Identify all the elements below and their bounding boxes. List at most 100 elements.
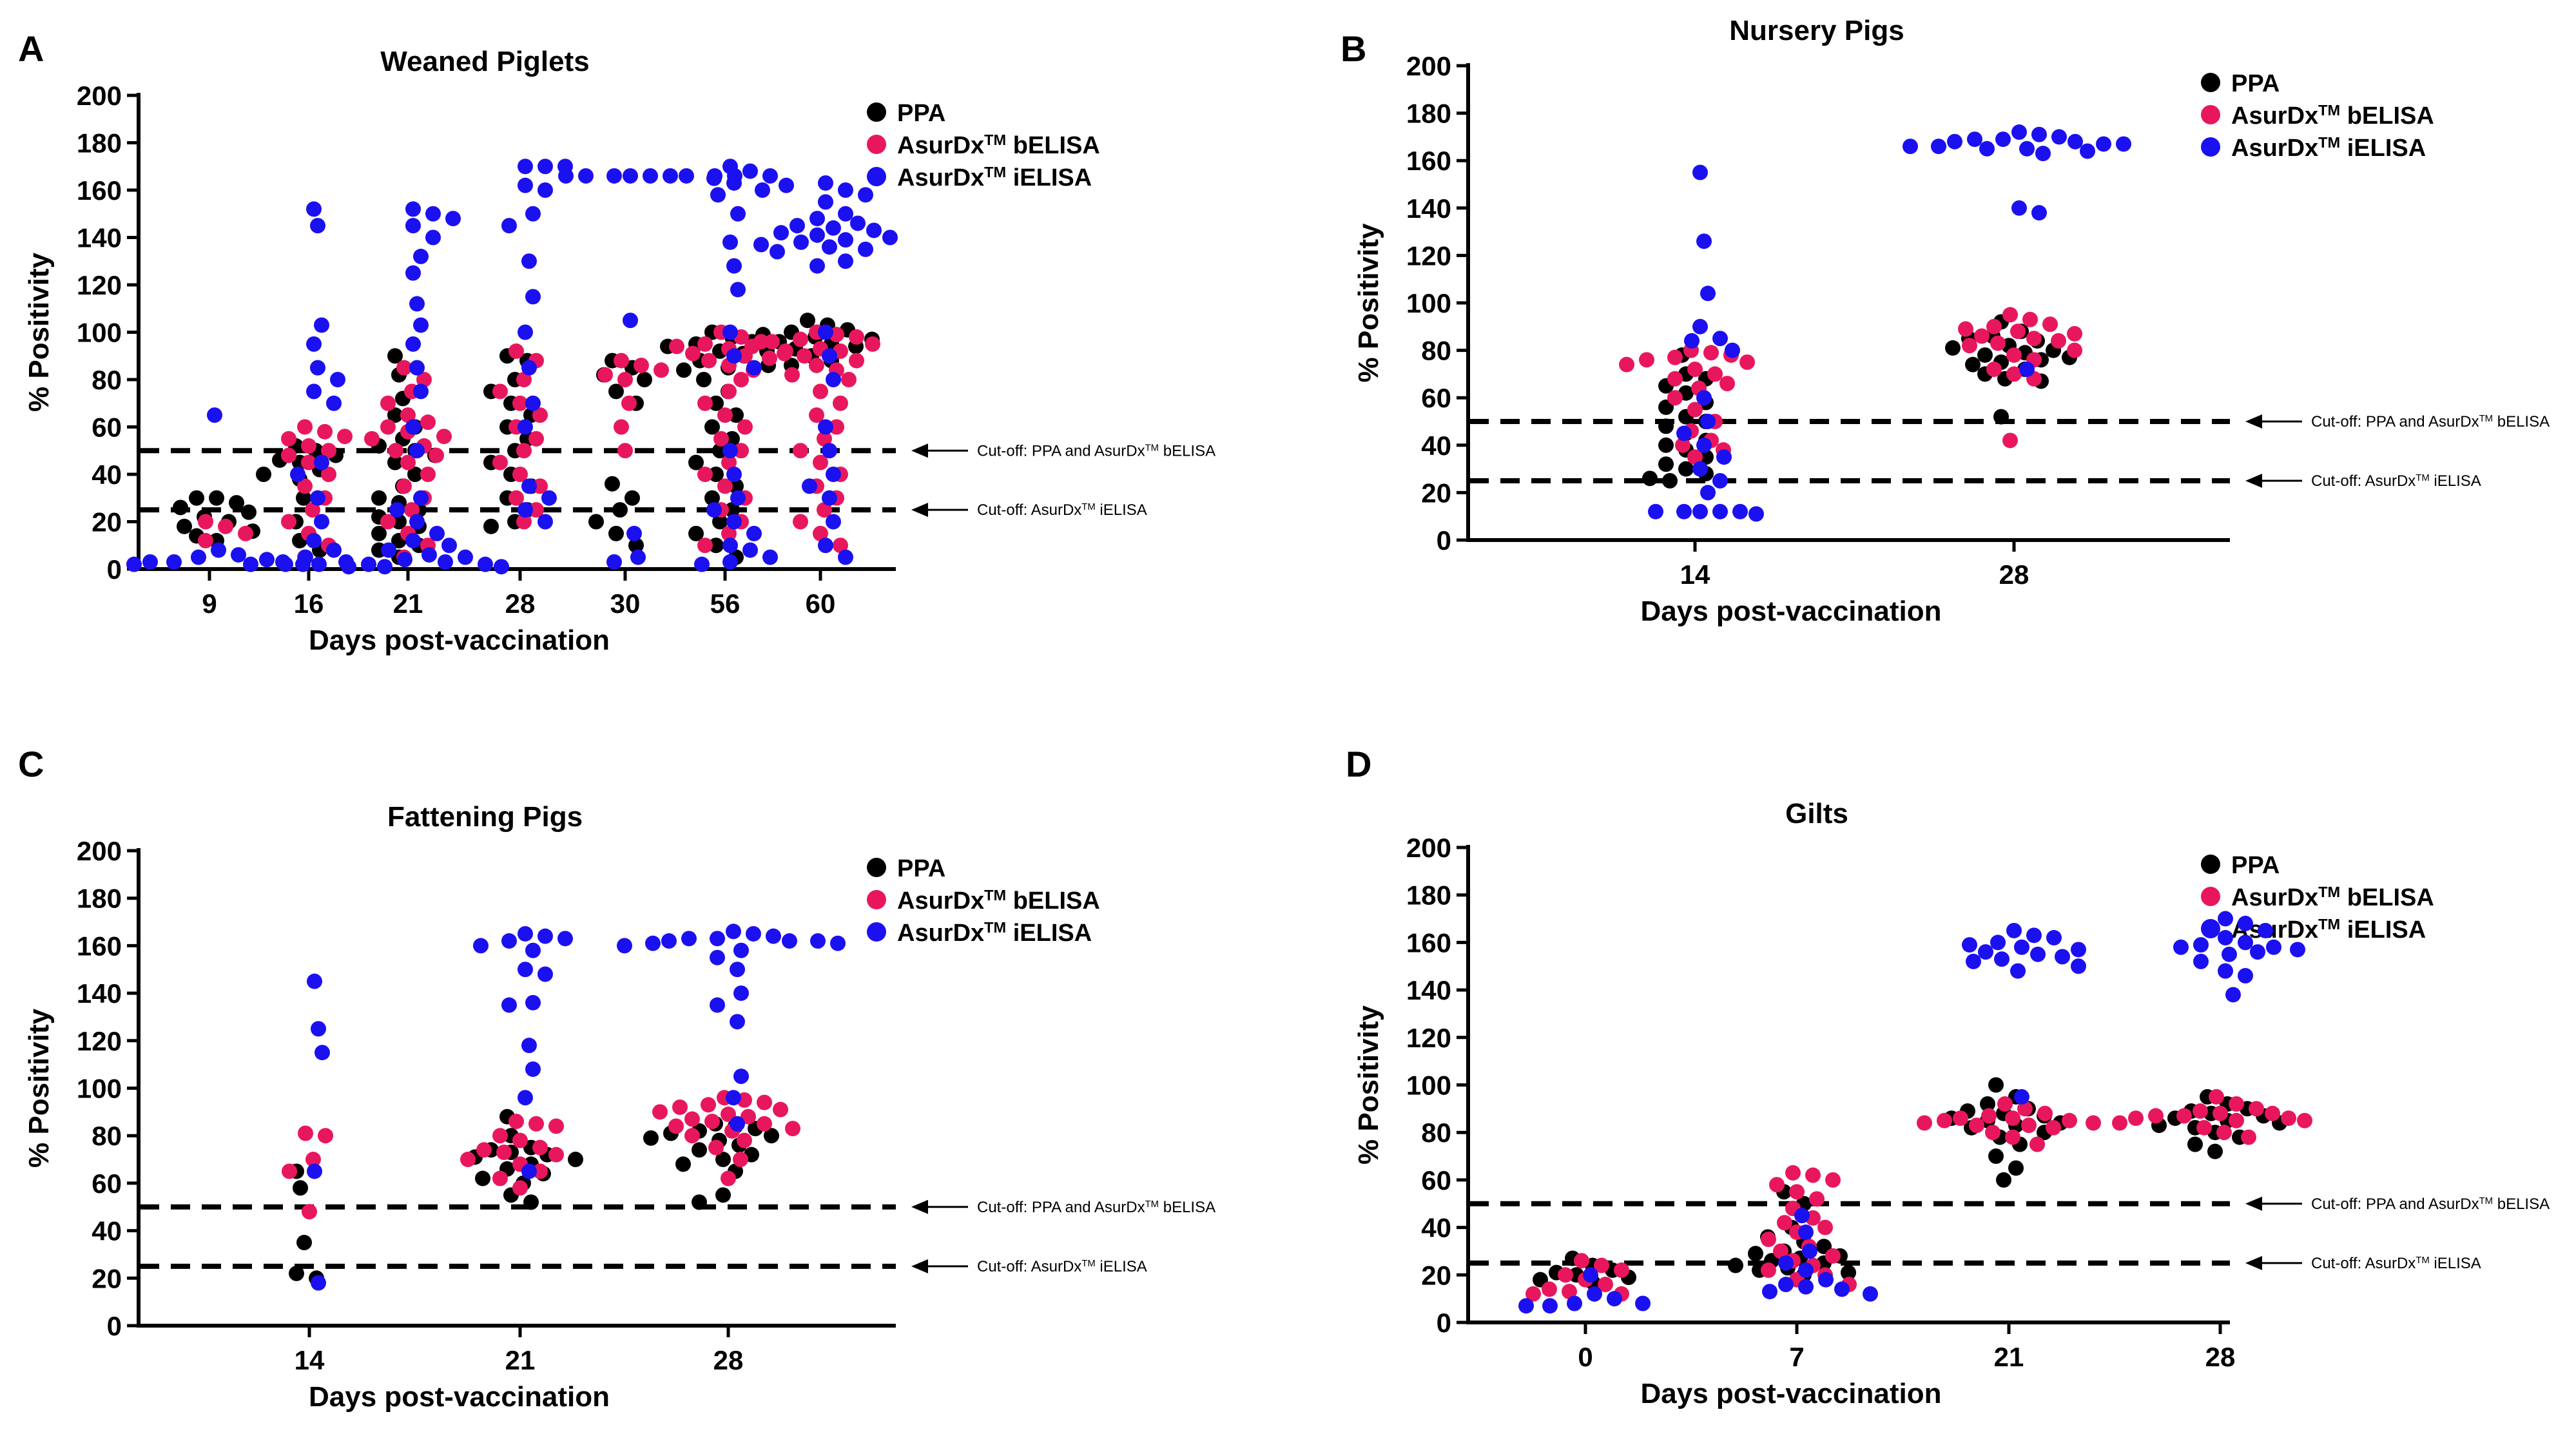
point-ielisa-28 [1903, 139, 1918, 155]
chart-title: Weaned Piglets [380, 46, 589, 77]
y-tick-label: 100 [1406, 288, 1451, 318]
point-ppa-30 [608, 383, 624, 400]
point-ielisa-21 [445, 211, 461, 227]
point-belisa-28 [2176, 1108, 2192, 1124]
point-ielisa-21 [518, 925, 533, 942]
point-belisa-21 [1917, 1115, 1932, 1131]
point-ielisa-16 [310, 360, 325, 376]
point-ielisa-28 [782, 933, 797, 949]
point-ppa-14 [289, 1265, 304, 1281]
point-belisa-21 [2005, 1129, 2020, 1145]
cutoff-arrow-icon [2245, 474, 2262, 488]
x-tick-label: 30 [610, 588, 641, 619]
y-tick-label: 20 [92, 1263, 122, 1293]
point-ielisa-7 [1834, 1281, 1850, 1297]
point-ielisa-28 [2222, 946, 2237, 962]
x-axis-label: Days post-vaccination [1640, 1378, 1941, 1409]
point-ielisa-60 [809, 227, 825, 243]
point-ielisa-21 [389, 502, 405, 518]
point-belisa-28 [516, 372, 532, 387]
point-belisa-28 [684, 1111, 700, 1127]
point-belisa-28 [508, 343, 524, 359]
legend-label-ppa: PPA [2231, 70, 2280, 97]
point-ielisa-0 [1567, 1295, 1582, 1311]
point-belisa-28 [2128, 1110, 2144, 1127]
cutoff-arrow-icon [2245, 414, 2262, 429]
point-ppa-14 [296, 1235, 312, 1251]
legend-marker-ppa [867, 102, 886, 122]
point-belisa-21 [2037, 1105, 2053, 1121]
point-ielisa-60 [793, 234, 809, 250]
point-ielisa-21 [361, 556, 376, 572]
point-ielisa-14 [1676, 503, 1692, 519]
point-ielisa-7 [1798, 1279, 1814, 1295]
point-belisa-16 [321, 443, 336, 459]
point-belisa-28 [737, 1132, 752, 1148]
point-belisa-28 [516, 443, 532, 459]
point-belisa-7 [1809, 1191, 1825, 1207]
y-tick-label: 60 [1421, 1165, 1451, 1195]
y-tick-label: 180 [1406, 880, 1451, 911]
point-belisa-28 [757, 1116, 772, 1132]
point-ielisa-21 [413, 317, 429, 333]
point-ielisa-56 [746, 525, 762, 541]
point-belisa-16 [301, 438, 316, 454]
point-ppa-60 [800, 313, 815, 329]
point-ielisa-56 [726, 348, 742, 364]
point-ppa-56 [704, 419, 720, 435]
point-belisa-56 [701, 353, 717, 369]
point-belisa-60 [817, 431, 832, 447]
point-ielisa-28 [518, 419, 533, 435]
point-ielisa-28 [733, 1069, 749, 1085]
point-ppa-28 [692, 1194, 707, 1210]
point-ielisa-60 [882, 229, 898, 246]
point-ielisa-21 [525, 942, 541, 958]
x-tick-label: 56 [710, 588, 741, 619]
panel-label: A [18, 28, 44, 69]
point-belisa-56 [717, 407, 733, 423]
point-ielisa-60 [826, 467, 841, 482]
point-ppa-56 [728, 478, 744, 494]
x-axis-label: Days post-vaccination [309, 1381, 610, 1413]
y-tick-label: 40 [92, 1216, 122, 1246]
point-ppa-21 [407, 467, 423, 482]
point-ielisa-28 [1995, 131, 2011, 148]
point-belisa-16 [321, 467, 336, 482]
point-belisa-14 [1639, 352, 1654, 368]
point-ielisa-56 [726, 467, 742, 482]
point-ielisa-21 [405, 265, 421, 281]
point-ppa-21 [523, 1194, 539, 1210]
point-ielisa-28 [2225, 987, 2241, 1003]
point-belisa-28 [512, 467, 528, 482]
point-ielisa-28 [733, 985, 749, 1001]
point-ielisa-21 [478, 556, 493, 572]
point-belisa-60 [829, 419, 844, 435]
point-ppa-14 [293, 1180, 308, 1196]
point-ielisa-21 [557, 931, 573, 947]
point-ielisa-16 [310, 490, 325, 506]
point-belisa-0 [1542, 1281, 1557, 1297]
point-ielisa-16 [314, 514, 329, 530]
y-axis-label: % Positivity [1353, 1005, 1384, 1164]
point-ielisa-28 [710, 997, 725, 1013]
point-belisa-16 [281, 447, 296, 463]
x-tick-label: 16 [294, 588, 324, 619]
legend-label-belisa: AsurDxTM bELISA [897, 887, 1100, 914]
point-belisa-21 [388, 443, 403, 459]
point-ielisa-21 [458, 549, 473, 565]
point-ielisa-21 [501, 997, 517, 1013]
point-ppa-28 [643, 1130, 659, 1146]
point-belisa-0 [1562, 1284, 1577, 1300]
point-ielisa-21 [413, 383, 429, 400]
point-ppa-56 [688, 525, 704, 541]
point-belisa-21 [1953, 1110, 1968, 1127]
point-ielisa-28 [537, 182, 553, 198]
y-tick-label: 0 [1437, 1308, 1451, 1338]
point-ielisa-28 [2290, 942, 2305, 958]
point-belisa-21 [528, 1116, 544, 1132]
point-ielisa-14 [1696, 233, 1712, 249]
point-ielisa-21 [1966, 953, 1981, 969]
cutoff-label: Cut-off: PPA and AsurDxTM bELISA [2311, 1195, 2550, 1213]
point-ppa-28 [483, 518, 499, 534]
y-tick-label: 20 [92, 507, 122, 537]
